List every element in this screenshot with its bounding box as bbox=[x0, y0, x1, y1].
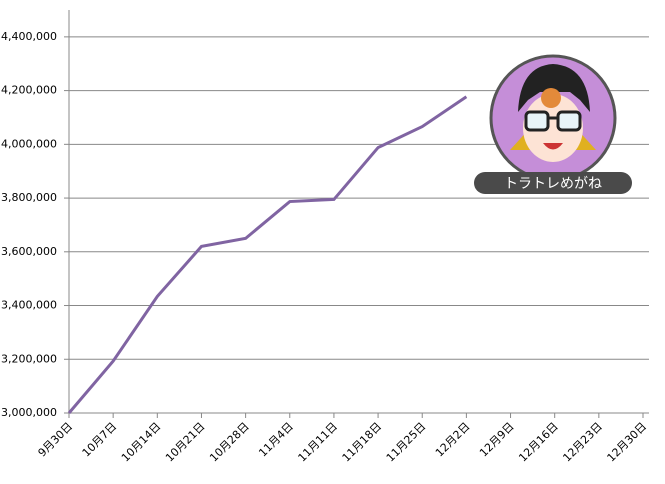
x-tick-label: 12月9日 bbox=[477, 420, 517, 460]
y-tick-label: 3,400,000 bbox=[1, 299, 57, 312]
y-tick-label: 4,400,000 bbox=[1, 30, 57, 43]
x-tick-label: 12月16日 bbox=[516, 420, 561, 465]
y-tick-label: 4,000,000 bbox=[1, 137, 57, 150]
x-tick-label: 10月28日 bbox=[207, 420, 252, 465]
x-tick-label: 11月25日 bbox=[384, 420, 429, 465]
x-tick-label: 11月11日 bbox=[295, 420, 340, 465]
x-tick-label: 11月18日 bbox=[340, 420, 385, 465]
x-tick-label: 12月23日 bbox=[560, 420, 605, 465]
y-tick-label: 4,200,000 bbox=[1, 84, 57, 97]
data-line bbox=[67, 95, 468, 414]
x-tick-label: 10月14日 bbox=[119, 420, 164, 465]
x-tick-label: 12月30日 bbox=[605, 420, 650, 465]
y-tick-label: 3,000,000 bbox=[1, 406, 57, 419]
y-tick-label: 3,600,000 bbox=[1, 245, 57, 258]
x-tick-label: 11月4日 bbox=[256, 420, 296, 460]
badge-text: トラトレめがね bbox=[504, 176, 602, 192]
y-tick-label: 3,800,000 bbox=[1, 191, 57, 204]
x-tick-label: 12月2日 bbox=[433, 420, 473, 460]
avatar bbox=[474, 54, 632, 194]
x-tick-label: 10月7日 bbox=[80, 420, 120, 460]
x-tick-label: 9月30日 bbox=[36, 420, 76, 460]
x-tick-label: 10月21日 bbox=[163, 420, 208, 465]
y-tick-label: 3,200,000 bbox=[1, 352, 57, 365]
